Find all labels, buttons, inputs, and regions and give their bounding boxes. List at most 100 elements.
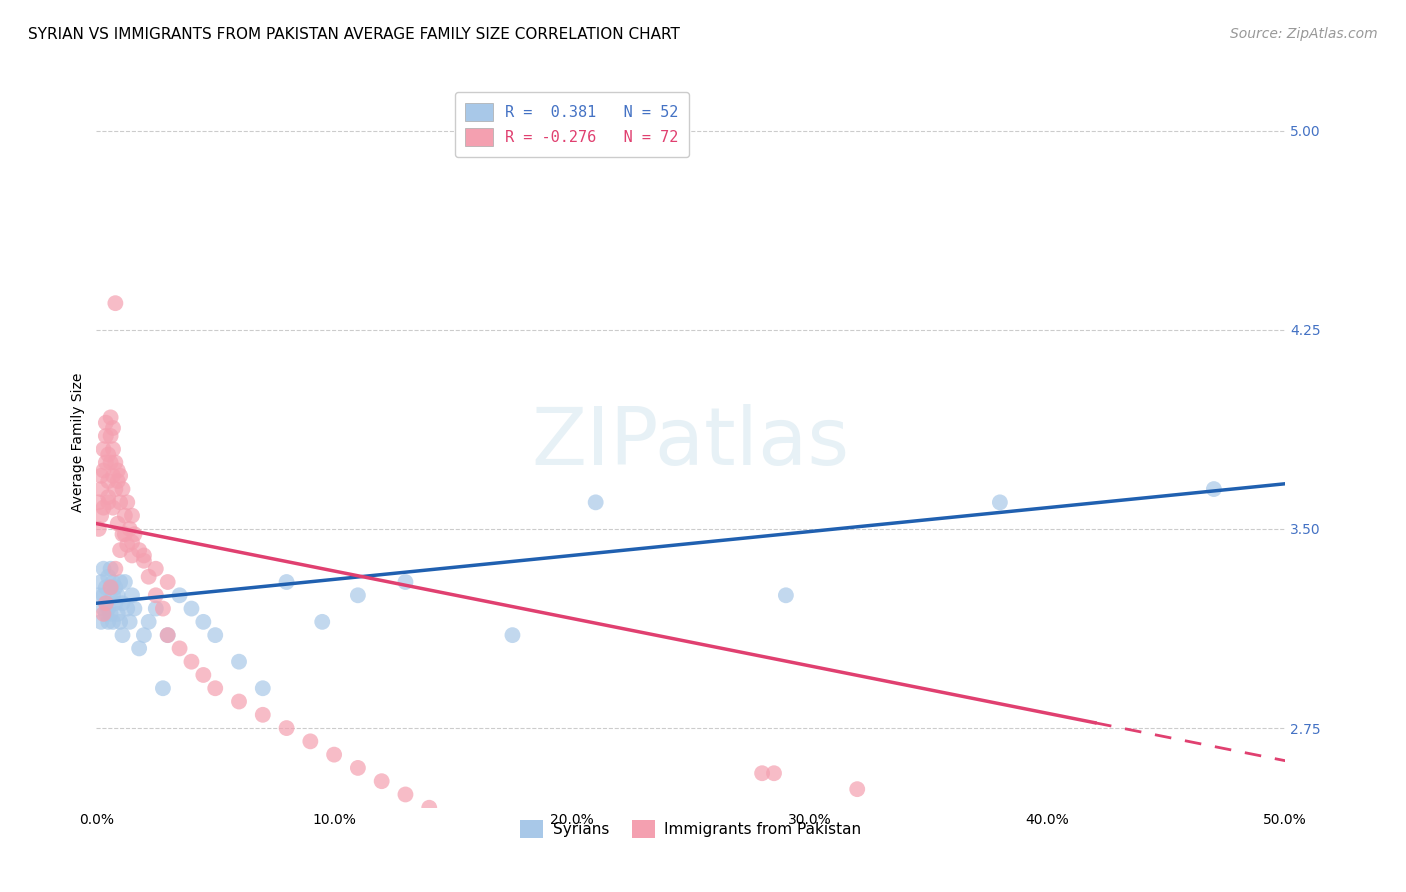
Point <box>114 527 136 541</box>
Point <box>107 516 129 531</box>
Point <box>101 442 124 457</box>
Point <box>132 554 155 568</box>
Point <box>585 495 607 509</box>
Point <box>100 456 122 470</box>
Point <box>97 601 120 615</box>
Point <box>124 527 146 541</box>
Point <box>252 681 274 696</box>
Point <box>97 570 120 584</box>
Point <box>124 601 146 615</box>
Point <box>276 721 298 735</box>
Point <box>93 463 115 477</box>
Point <box>152 601 174 615</box>
Point <box>108 468 131 483</box>
Point <box>762 766 785 780</box>
Point <box>121 588 143 602</box>
Point <box>90 482 112 496</box>
Point <box>100 580 122 594</box>
Point <box>156 628 179 642</box>
Point <box>100 410 122 425</box>
Point <box>94 456 117 470</box>
Point <box>100 580 122 594</box>
Point <box>104 296 127 310</box>
Point <box>100 562 122 576</box>
Point <box>93 562 115 576</box>
Point <box>180 601 202 615</box>
Point <box>97 490 120 504</box>
Point <box>97 474 120 488</box>
Point <box>101 574 124 589</box>
Point <box>1202 482 1225 496</box>
Point <box>311 615 333 629</box>
Point <box>93 601 115 615</box>
Point <box>169 588 191 602</box>
Text: ZIPatlas: ZIPatlas <box>531 403 849 482</box>
Point <box>101 421 124 435</box>
Point <box>101 615 124 629</box>
Point <box>97 495 120 509</box>
Point <box>846 782 869 797</box>
Point <box>107 588 129 602</box>
Point <box>101 500 124 515</box>
Point <box>107 463 129 477</box>
Point <box>465 814 488 828</box>
Point <box>93 442 115 457</box>
Text: Source: ZipAtlas.com: Source: ZipAtlas.com <box>1230 27 1378 41</box>
Point <box>501 628 523 642</box>
Point <box>276 574 298 589</box>
Point <box>97 448 120 462</box>
Point <box>111 596 134 610</box>
Point <box>94 596 117 610</box>
Point <box>94 416 117 430</box>
Point <box>93 588 115 602</box>
Point <box>111 527 134 541</box>
Point <box>90 615 112 629</box>
Point <box>145 588 167 602</box>
Point <box>117 538 139 552</box>
Point <box>101 588 124 602</box>
Point <box>107 474 129 488</box>
Point <box>132 549 155 563</box>
Point <box>121 535 143 549</box>
Point <box>118 522 141 536</box>
Point <box>156 628 179 642</box>
Point <box>128 641 150 656</box>
Point <box>152 681 174 696</box>
Legend: Syrians, Immigrants from Pakistan: Syrians, Immigrants from Pakistan <box>515 814 868 844</box>
Point <box>193 615 215 629</box>
Point <box>104 580 127 594</box>
Point <box>104 456 127 470</box>
Point <box>121 549 143 563</box>
Point <box>370 774 392 789</box>
Point <box>169 641 191 656</box>
Point <box>775 588 797 602</box>
Point <box>394 788 416 802</box>
Point <box>101 468 124 483</box>
Point <box>138 570 160 584</box>
Point <box>97 615 120 629</box>
Point <box>104 562 127 576</box>
Y-axis label: Average Family Size: Average Family Size <box>72 373 86 512</box>
Point <box>561 840 583 855</box>
Point <box>114 508 136 523</box>
Point <box>117 601 139 615</box>
Point <box>108 615 131 629</box>
Point <box>252 707 274 722</box>
Point <box>100 429 122 443</box>
Point <box>988 495 1011 509</box>
Point <box>751 766 773 780</box>
Point <box>94 580 117 594</box>
Point <box>94 607 117 621</box>
Point <box>118 615 141 629</box>
Point <box>87 495 110 509</box>
Point <box>104 482 127 496</box>
Point <box>228 655 250 669</box>
Point <box>228 694 250 708</box>
Point <box>87 522 110 536</box>
Point <box>93 500 115 515</box>
Point <box>111 628 134 642</box>
Point <box>145 562 167 576</box>
Point <box>100 607 122 621</box>
Point <box>418 801 440 815</box>
Point <box>90 574 112 589</box>
